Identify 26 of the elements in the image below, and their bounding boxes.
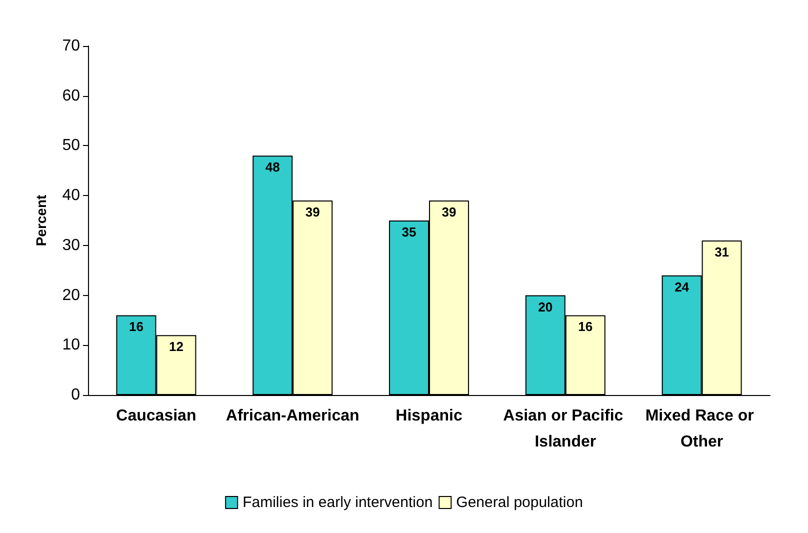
y-tick-label: 0: [71, 386, 80, 404]
y-tick-label: 70: [62, 38, 80, 54]
y-axis-title: Percent: [33, 194, 49, 246]
legend-label: General population: [456, 494, 583, 511]
legend-label: Families in early intervention: [242, 494, 433, 511]
data-label: 35: [402, 224, 416, 240]
x-tick-label: Hispanic: [396, 408, 462, 424]
y-tick-label: 50: [62, 137, 80, 154]
data-label: 20: [538, 299, 553, 314]
y-tick-label: 20: [62, 286, 80, 304]
data-label: 39: [442, 204, 456, 220]
data-label: 12: [168, 339, 184, 354]
y-tick-label: 40: [62, 187, 80, 204]
y-tick-label: 10: [62, 336, 80, 354]
data-label: 48: [265, 160, 280, 175]
y-tick-label: 60: [62, 87, 80, 104]
x-tick-label: Asian or Pacific Islander: [503, 408, 628, 450]
data-label: 16: [128, 319, 144, 334]
x-tick-label: Mixed Race or Other: [645, 408, 758, 450]
data-label: 24: [674, 279, 690, 294]
x-tick-label: African-American: [226, 408, 360, 424]
data-label: 31: [714, 244, 730, 260]
data-label: 16: [578, 319, 593, 334]
x-tick-label: Caucasian: [116, 408, 196, 424]
y-tick-label: 30: [62, 236, 80, 254]
data-label: 39: [305, 204, 320, 220]
